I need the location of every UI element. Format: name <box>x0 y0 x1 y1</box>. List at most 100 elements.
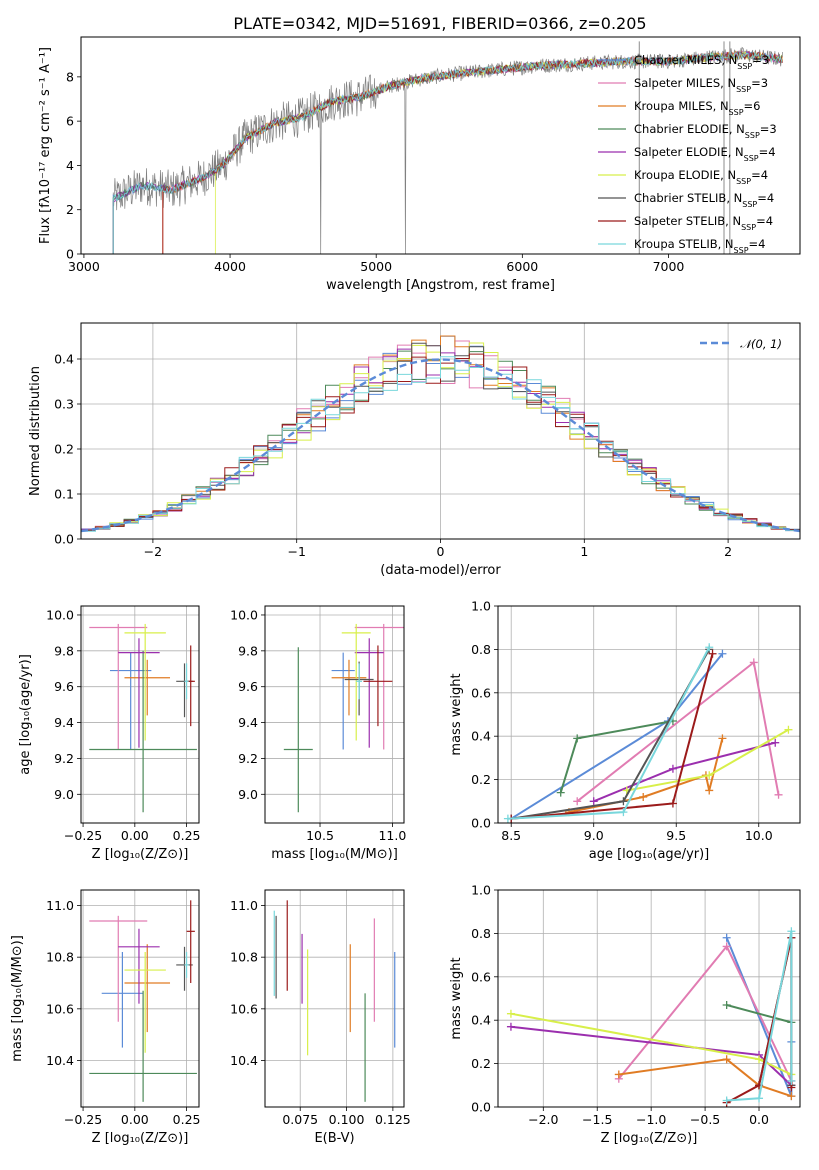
x-tick-label: 9.0 <box>584 828 604 843</box>
axes-frame <box>80 322 801 540</box>
legend-ssp-count: =4 <box>756 214 773 228</box>
weight-point <box>556 788 565 797</box>
y-axis-label: age [log₁₀(age/yr)] <box>18 654 33 775</box>
legend-model-name: Salpeter ELODIE, N <box>634 145 744 159</box>
legend-subscript: SSP <box>744 154 759 163</box>
axes-frame <box>80 605 200 824</box>
plot-area-age-z <box>89 623 197 813</box>
y-tick-label: 10.4 <box>230 1053 258 1068</box>
legend-subscript: SSP <box>734 246 749 255</box>
y-tick-label: 9.0 <box>238 787 258 802</box>
weight-point <box>787 927 796 936</box>
y-tick-label: 2 <box>66 202 74 217</box>
x-tick-label: −0.5 <box>690 1112 720 1127</box>
x-tick-label: 8.5 <box>501 828 521 843</box>
y-tick-label: 9.2 <box>238 751 258 766</box>
subplot-weight-z: −2.0 −1.5 −1.0 −0.5 0.0 0.0 0.2 0.4 0.6 0.8 1.0 Z [… <box>449 883 801 1146</box>
y-tick-label: 0.6 <box>471 969 491 984</box>
plot-area-mass-z <box>89 900 197 1102</box>
x-tick-label: 0.00 <box>121 1112 149 1127</box>
x-tick-label: 0.125 <box>375 1112 411 1127</box>
weight-point <box>639 792 648 801</box>
weight-point <box>614 1070 623 1079</box>
x-tick-label: 1 <box>580 544 588 559</box>
weight-point <box>771 738 780 747</box>
weight-point <box>503 814 512 823</box>
y-tick-label: 6 <box>66 114 74 129</box>
y-tick-label: 9.0 <box>54 787 74 802</box>
legend-label: Chabrier STELIB, NSSP=4 <box>634 191 774 209</box>
weight-line <box>618 1058 792 1098</box>
weight-point <box>619 797 628 806</box>
x-axis-label: Z [log₁₀(Z/Z⊙)] <box>92 1131 189 1146</box>
y-tick-label: 10.8 <box>230 950 258 965</box>
weight-point <box>722 942 731 951</box>
y-tick-label: 1.0 <box>471 599 491 614</box>
weight-point <box>722 933 731 942</box>
y-tick-label: 9.4 <box>54 715 74 730</box>
figure-title: PLATE=0342, MJD=51691, FIBERID=0366, z=0… <box>233 14 646 33</box>
y-axis-label: mass weight <box>449 957 464 1039</box>
weight-point <box>619 808 628 817</box>
plot-area-weight-z <box>506 927 796 1107</box>
legend-label: Kroupa ELODIE, NSSP=4 <box>634 168 768 186</box>
x-axis-label: age [log₁₀(age/yr)] <box>589 847 710 862</box>
weight-point <box>749 658 758 667</box>
y-tick-label: 0.6 <box>471 685 491 700</box>
legend-ssp-count: =3 <box>752 53 769 67</box>
x-axis-label: (data-model)/error <box>380 563 501 578</box>
y-axis-label: Normed distribution <box>28 366 43 496</box>
weight-point <box>668 799 677 808</box>
weight-point <box>722 1096 731 1105</box>
y-tick-label: 9.6 <box>238 679 258 694</box>
weight-point <box>705 786 714 795</box>
legend-subscript: SSP <box>741 223 756 232</box>
x-tick-label: 4000 <box>214 259 246 274</box>
legend-subscript: SSP <box>736 177 751 186</box>
y-tick-label: 0.1 <box>54 487 74 502</box>
plot-area-age-mass <box>283 623 404 813</box>
legend-ssp-count: =3 <box>760 122 777 136</box>
y-tick-label: 10.0 <box>230 607 258 622</box>
axes-frame <box>80 889 200 1108</box>
x-axis-label: mass [log₁₀(M/M⊙)] <box>271 847 398 862</box>
weight-point <box>705 643 714 652</box>
y-tick-label: 9.8 <box>238 643 258 658</box>
plot-area-residuals <box>81 335 800 533</box>
subplots: 3000 4000 5000 6000 7000 0 2 4 6 8 wavelength [Ang… <box>10 36 801 1146</box>
x-axis-label: Z [log₁₀(Z/Z⊙)] <box>601 1131 698 1146</box>
legend-ssp-count: =3 <box>751 76 768 90</box>
x-tick-label: −2.0 <box>528 1112 558 1127</box>
y-tick-label: 0.8 <box>471 926 491 941</box>
weight-point <box>787 1076 796 1085</box>
axes-frame <box>264 889 405 1108</box>
y-tick-label: 9.6 <box>54 679 74 694</box>
legend-ssp-count: =6 <box>744 99 761 113</box>
y-tick-label: 0.4 <box>471 729 491 744</box>
y-tick-label: 0.4 <box>471 1013 491 1028</box>
y-tick-label: 9.8 <box>54 643 74 658</box>
y-tick-label: 10.6 <box>46 1001 74 1016</box>
weight-point <box>787 1092 796 1101</box>
subplot-spectrum: 3000 4000 5000 6000 7000 0 2 4 6 8 wavelength [Ang… <box>38 36 801 293</box>
legend-label: Salpeter ELODIE, NSSP=4 <box>634 145 776 163</box>
y-tick-label: 10.6 <box>230 1001 258 1016</box>
legend-label: Kroupa STELIB, NSSP=4 <box>634 237 765 255</box>
y-tick-label: 0.8 <box>471 642 491 657</box>
legend-subscript: SSP <box>742 200 757 209</box>
y-tick-label: 11.0 <box>230 898 258 913</box>
y-tick-label: 4 <box>66 158 74 173</box>
y-tick-label: 10.8 <box>46 950 74 965</box>
legend-model-name: Chabrier MILES, N <box>634 53 737 67</box>
x-tick-label: 0.100 <box>329 1112 365 1127</box>
subplot-residuals: −2 −1 0 1 2 0.0 0.1 0.2 0.3 0.4 (data-model)/error… <box>28 322 801 578</box>
subplot-mass-z: −0.25 0.00 0.25 10.4 10.6 10.8 11.0 Z [log₁₀(Z/… <box>10 889 201 1146</box>
weight-point <box>589 797 598 806</box>
plot-area-weight-age <box>503 643 793 823</box>
legend-label: Salpeter STELIB, NSSP=4 <box>634 214 773 232</box>
legend-ssp-count: =4 <box>757 191 774 205</box>
y-tick-label: 11.0 <box>46 898 74 913</box>
legend-subscript: SSP <box>737 62 752 71</box>
x-tick-label: 0.00 <box>121 828 149 843</box>
